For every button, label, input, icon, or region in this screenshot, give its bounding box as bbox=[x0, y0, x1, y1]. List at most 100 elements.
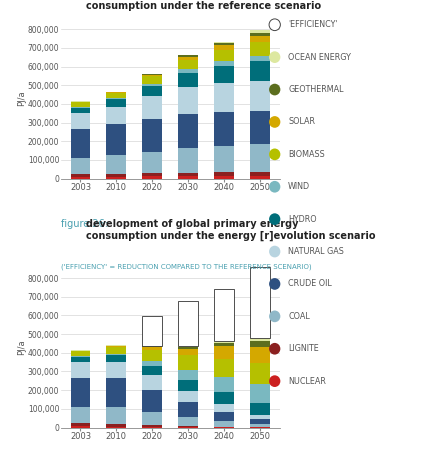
Bar bbox=[214, 341, 234, 343]
Bar bbox=[142, 315, 162, 346]
Bar bbox=[71, 351, 90, 356]
Bar bbox=[214, 172, 234, 176]
Bar bbox=[71, 113, 90, 129]
Text: BIOMASS: BIOMASS bbox=[288, 150, 325, 159]
Bar bbox=[106, 347, 126, 354]
Text: OCEAN ENERGY: OCEAN ENERGY bbox=[288, 53, 351, 62]
Bar bbox=[142, 84, 162, 86]
Bar bbox=[71, 378, 90, 407]
Bar bbox=[250, 384, 270, 403]
Bar bbox=[178, 60, 198, 69]
Bar bbox=[250, 111, 270, 144]
Bar bbox=[250, 338, 270, 342]
Bar bbox=[106, 362, 126, 378]
Bar bbox=[250, 30, 270, 32]
Text: CRUDE OIL: CRUDE OIL bbox=[288, 279, 332, 288]
Bar bbox=[214, 392, 234, 405]
Bar bbox=[250, 415, 270, 419]
Text: LIGNITE: LIGNITE bbox=[288, 344, 319, 353]
Bar bbox=[142, 75, 162, 76]
Bar bbox=[142, 425, 162, 427]
Text: HYDRO: HYDRO bbox=[288, 215, 317, 224]
Bar bbox=[142, 74, 162, 75]
Bar bbox=[106, 177, 126, 179]
Bar bbox=[71, 423, 90, 426]
Bar bbox=[214, 412, 234, 421]
Bar bbox=[142, 176, 162, 179]
Bar bbox=[178, 417, 198, 426]
Bar bbox=[142, 346, 162, 347]
Bar bbox=[71, 426, 90, 428]
Bar bbox=[178, 173, 198, 176]
Bar bbox=[106, 407, 126, 424]
Bar bbox=[178, 391, 198, 402]
Bar bbox=[214, 112, 234, 146]
Bar bbox=[214, 377, 234, 392]
Bar bbox=[106, 107, 126, 124]
Bar bbox=[142, 76, 162, 84]
Bar bbox=[178, 73, 198, 87]
Y-axis label: PJ/a: PJ/a bbox=[17, 339, 26, 355]
Bar bbox=[106, 92, 126, 93]
Bar bbox=[71, 174, 90, 177]
Bar bbox=[178, 57, 198, 60]
Bar bbox=[214, 176, 234, 179]
Bar bbox=[178, 355, 198, 370]
Bar bbox=[71, 362, 90, 378]
Bar bbox=[106, 124, 126, 155]
Bar bbox=[142, 350, 162, 361]
Text: 'EFFICIENCY': 'EFFICIENCY' bbox=[288, 20, 338, 29]
Bar bbox=[250, 55, 270, 61]
Text: development of global primary energy
consumption under the reference scenario: development of global primary energy con… bbox=[86, 0, 321, 11]
Bar bbox=[178, 87, 198, 114]
Bar bbox=[250, 42, 270, 55]
Bar bbox=[142, 86, 162, 96]
Bar bbox=[250, 267, 270, 338]
Bar bbox=[178, 55, 198, 57]
Bar bbox=[214, 43, 234, 45]
Bar bbox=[178, 370, 198, 379]
Text: COAL: COAL bbox=[288, 312, 310, 321]
Bar bbox=[250, 61, 270, 81]
Text: development of global primary energy
consumption under the energy [r]evolution s: development of global primary energy con… bbox=[86, 219, 375, 241]
Bar bbox=[142, 361, 162, 366]
Bar bbox=[106, 174, 126, 177]
Text: GEOTHERMAL: GEOTHERMAL bbox=[288, 85, 344, 94]
Bar bbox=[142, 375, 162, 390]
Bar bbox=[71, 108, 90, 113]
Bar bbox=[214, 346, 234, 359]
Bar bbox=[250, 144, 270, 172]
Bar bbox=[106, 354, 126, 355]
Bar bbox=[142, 390, 162, 412]
Bar bbox=[71, 107, 90, 108]
Bar bbox=[178, 347, 198, 349]
Bar bbox=[214, 45, 234, 50]
Bar bbox=[250, 81, 270, 111]
Bar bbox=[250, 172, 270, 176]
Bar bbox=[71, 356, 90, 362]
Bar bbox=[250, 32, 270, 36]
Bar bbox=[106, 99, 126, 107]
Bar bbox=[142, 153, 162, 173]
Bar bbox=[106, 355, 126, 362]
Bar bbox=[142, 96, 162, 119]
Bar bbox=[250, 418, 270, 424]
Bar bbox=[178, 54, 198, 55]
Bar bbox=[214, 146, 234, 172]
Bar bbox=[178, 176, 198, 179]
Bar bbox=[250, 342, 270, 346]
Bar bbox=[106, 424, 126, 427]
Bar bbox=[106, 155, 126, 174]
Bar bbox=[214, 405, 234, 412]
Bar bbox=[214, 66, 234, 83]
Bar bbox=[214, 359, 234, 377]
Bar bbox=[142, 412, 162, 425]
Bar bbox=[250, 424, 270, 427]
Bar bbox=[250, 176, 270, 179]
Bar bbox=[250, 364, 270, 384]
Bar bbox=[106, 378, 126, 407]
Bar bbox=[214, 61, 234, 66]
Bar bbox=[250, 403, 270, 415]
Bar bbox=[214, 343, 234, 346]
Bar bbox=[214, 83, 234, 112]
